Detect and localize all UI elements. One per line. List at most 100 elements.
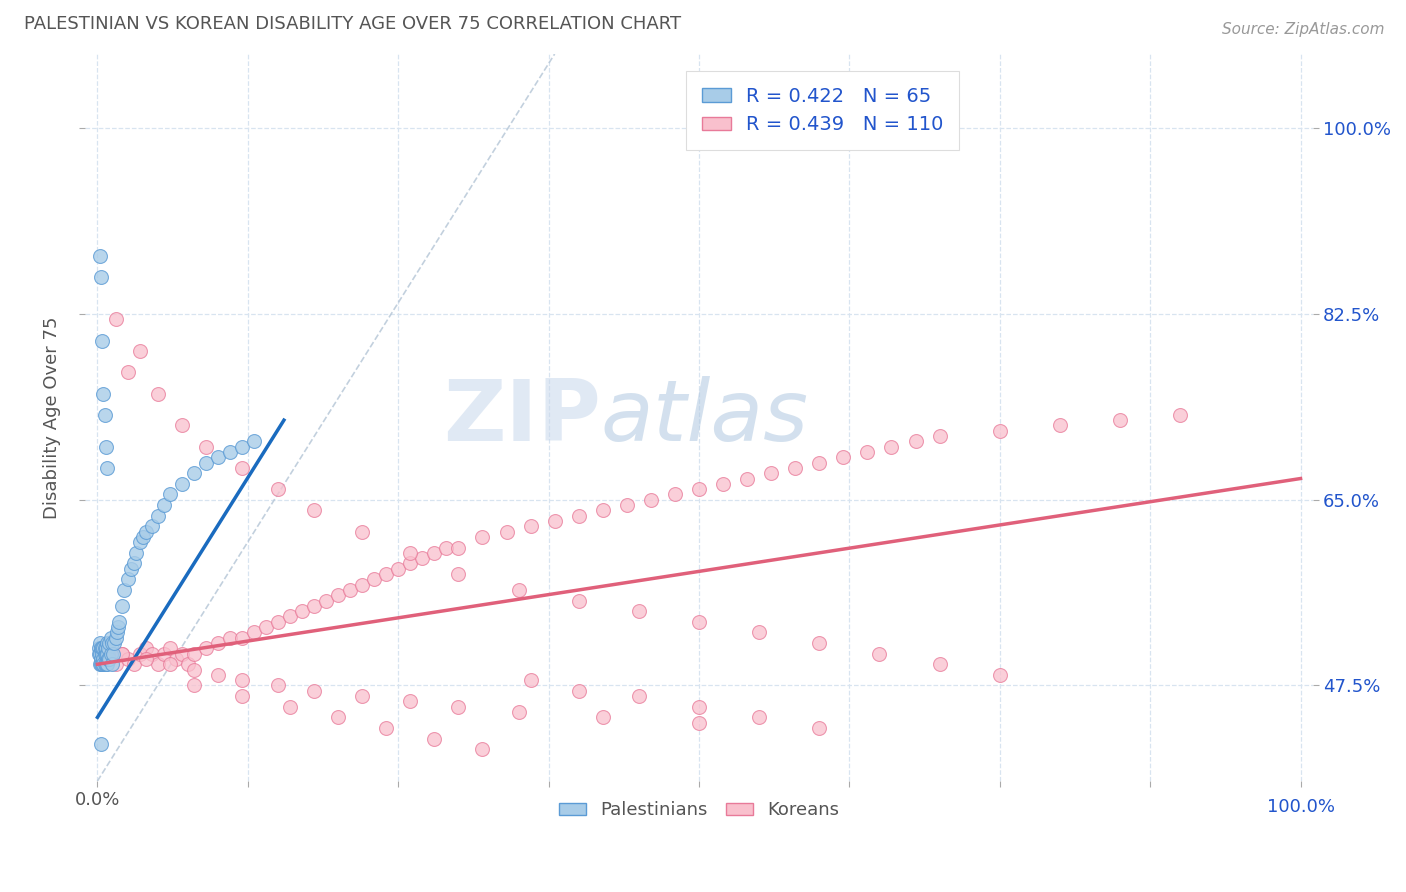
Point — [375, 567, 398, 582]
Point — [135, 641, 157, 656]
Point — [339, 582, 361, 597]
Text: atlas: atlas — [600, 376, 808, 459]
Point — [735, 471, 758, 485]
Point — [135, 652, 157, 666]
Point — [543, 514, 565, 528]
Point — [254, 620, 277, 634]
Point — [640, 492, 662, 507]
Point — [194, 641, 217, 656]
Point — [108, 615, 131, 629]
Point — [471, 530, 494, 544]
Point — [89, 249, 111, 263]
Point — [93, 386, 115, 401]
Point — [434, 541, 457, 555]
Point — [90, 269, 112, 284]
Point — [98, 636, 121, 650]
Point — [104, 631, 127, 645]
Point — [165, 652, 187, 666]
Point — [808, 721, 831, 735]
Legend: Palestinians, Koreans: Palestinians, Koreans — [551, 794, 846, 827]
Point — [447, 699, 470, 714]
Point — [101, 647, 124, 661]
Point — [110, 647, 132, 661]
Point — [568, 683, 591, 698]
Point — [688, 482, 710, 496]
Point — [120, 562, 142, 576]
Point — [107, 620, 129, 634]
Point — [101, 636, 124, 650]
Point — [194, 440, 217, 454]
Point — [352, 577, 374, 591]
Point — [207, 450, 229, 465]
Point — [352, 524, 374, 539]
Point — [471, 742, 494, 756]
Point — [159, 657, 181, 672]
Point — [592, 710, 614, 724]
Point — [93, 408, 115, 422]
Point — [302, 683, 325, 698]
Point — [94, 641, 117, 656]
Point — [159, 487, 181, 501]
Point — [117, 365, 139, 379]
Point — [97, 641, 120, 656]
Point — [89, 657, 111, 672]
Point — [93, 641, 115, 656]
Point — [110, 599, 132, 613]
Point — [302, 599, 325, 613]
Point — [183, 467, 205, 481]
Point — [117, 572, 139, 586]
Point — [243, 434, 266, 449]
Text: 100.0%: 100.0% — [1267, 797, 1334, 815]
Point — [207, 668, 229, 682]
Point — [278, 609, 301, 624]
Point — [104, 312, 127, 326]
Point — [128, 344, 150, 359]
Point — [627, 689, 650, 703]
Point — [176, 657, 198, 672]
Point — [423, 546, 446, 560]
Point — [688, 699, 710, 714]
Point — [100, 647, 122, 661]
Point — [399, 694, 422, 708]
Point — [711, 476, 734, 491]
Point — [90, 652, 112, 666]
Point — [928, 657, 950, 672]
Point — [832, 450, 855, 465]
Point — [447, 541, 470, 555]
Point — [302, 503, 325, 517]
Point — [519, 673, 541, 688]
Point — [146, 508, 169, 523]
Point — [988, 424, 1011, 438]
Point — [880, 440, 903, 454]
Point — [267, 615, 290, 629]
Point — [90, 641, 112, 656]
Point — [152, 647, 174, 661]
Point — [93, 652, 115, 666]
Point — [447, 567, 470, 582]
Point — [616, 498, 638, 512]
Point — [112, 582, 135, 597]
Point — [91, 657, 114, 672]
Point — [128, 535, 150, 549]
Point — [96, 636, 118, 650]
Point — [326, 710, 349, 724]
Point — [97, 652, 120, 666]
Point — [748, 625, 770, 640]
Point — [152, 498, 174, 512]
Point — [104, 657, 127, 672]
Point — [748, 710, 770, 724]
Point — [132, 530, 155, 544]
Point — [869, 647, 891, 661]
Point — [87, 647, 110, 661]
Point — [135, 524, 157, 539]
Point — [519, 519, 541, 533]
Point — [399, 557, 422, 571]
Point — [759, 467, 782, 481]
Point — [495, 524, 517, 539]
Point — [231, 461, 253, 475]
Point — [96, 657, 118, 672]
Point — [96, 461, 118, 475]
Point — [94, 647, 117, 661]
Point — [93, 641, 115, 656]
Point — [231, 689, 253, 703]
